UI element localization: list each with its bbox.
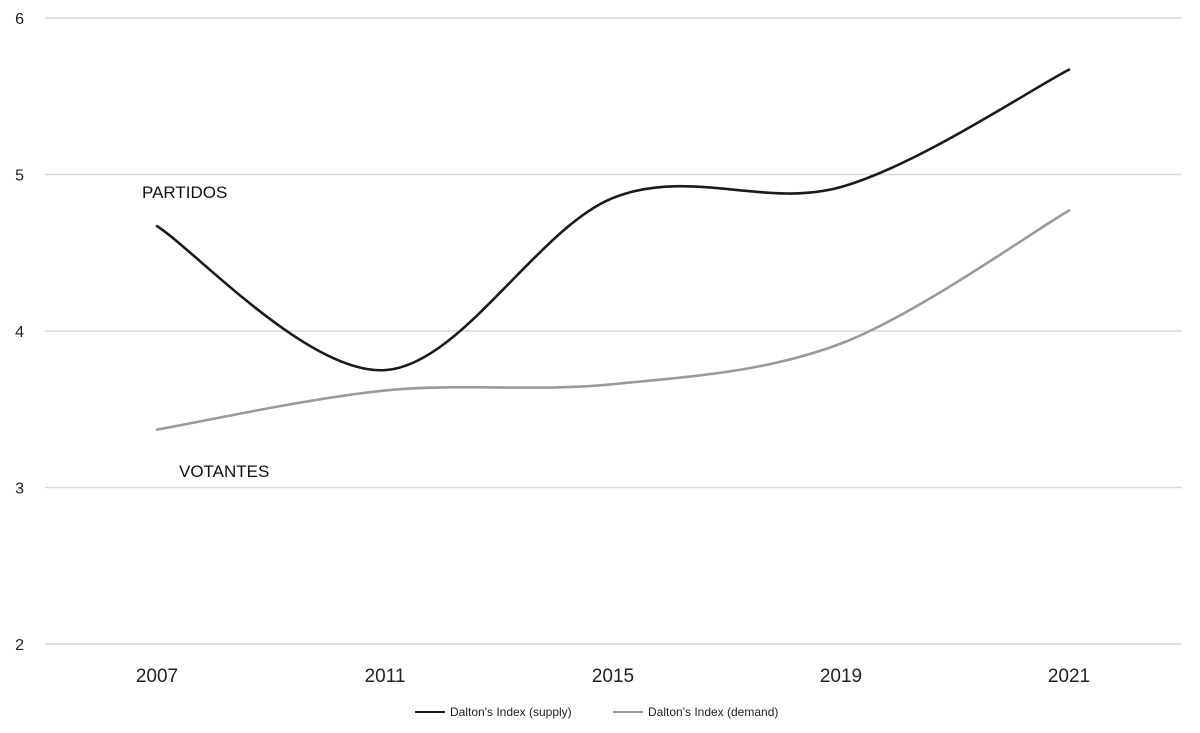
legend-label-supply: Dalton's Index (supply) xyxy=(450,705,572,719)
x-tick-label: 2021 xyxy=(1048,666,1090,687)
y-tick-label: 6 xyxy=(15,11,24,28)
y-tick-label: 4 xyxy=(15,324,24,341)
x-tick-label: 2019 xyxy=(820,666,862,687)
annotation-partidos: PARTIDOS xyxy=(142,183,227,202)
y-axis-ticks: 2 3 4 5 6 xyxy=(15,11,24,654)
y-tick-label: 2 xyxy=(15,637,24,654)
y-tick-label: 5 xyxy=(15,168,24,185)
y-tick-label: 3 xyxy=(15,481,24,498)
legend: Dalton's Index (supply) Dalton's Index (… xyxy=(415,705,778,719)
x-tick-label: 2015 xyxy=(592,666,634,687)
annotation-votantes: VOTANTES xyxy=(179,462,269,481)
series-line-supply xyxy=(155,68,1071,372)
x-tick-label: 2007 xyxy=(136,666,178,687)
series-lines xyxy=(155,68,1071,431)
gridlines xyxy=(45,17,1182,645)
series-line-demand xyxy=(155,209,1071,431)
legend-label-demand: Dalton's Index (demand) xyxy=(648,705,778,719)
x-axis-ticks: 2007 2011 2015 2019 2021 xyxy=(136,666,1090,687)
x-tick-label: 2011 xyxy=(365,666,406,687)
